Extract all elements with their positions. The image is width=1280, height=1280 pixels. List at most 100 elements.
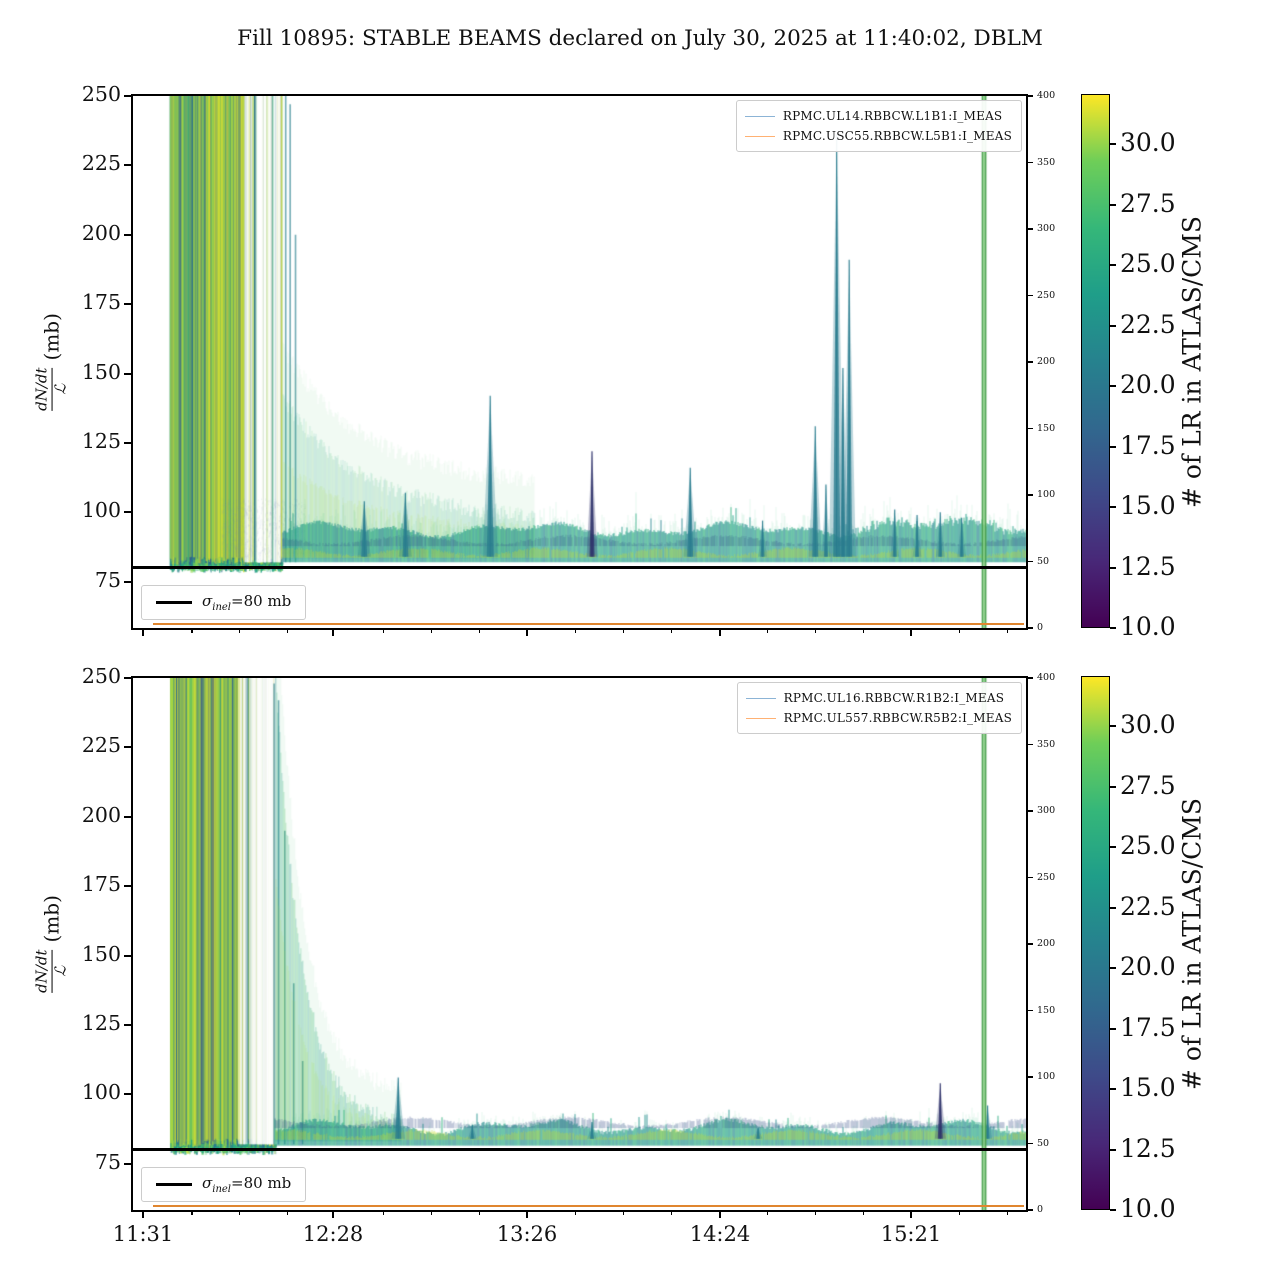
colorbar-tick-mark	[1110, 264, 1116, 267]
colorbar-tick-label: 27.5	[1120, 770, 1176, 800]
legend-entry: RPMC.USC55.RBBCW.L5B1:I_MEAS	[744, 126, 1012, 146]
x-minor-tick-mark	[430, 628, 433, 633]
count-tick-mark	[1028, 494, 1033, 496]
blm-rate-canvas-top	[133, 96, 1026, 628]
y-tick-label: 225	[81, 733, 121, 758]
colorbar-tick-label: 12.5	[1120, 551, 1176, 581]
count-tick-mark	[1028, 1009, 1033, 1012]
count-tick-label: 0	[1037, 622, 1044, 633]
x-minor-tick-mark	[238, 628, 241, 633]
count-tick-label: 350	[1037, 156, 1056, 168]
legend-line-sample	[745, 717, 776, 719]
x-minor-tick-mark	[622, 1210, 625, 1215]
y-tick-label: 75	[94, 567, 121, 592]
count-tick-label: 50	[1037, 1137, 1050, 1149]
count-tick-label: 250	[1037, 871, 1056, 883]
x-tick-label: 11:31	[112, 1222, 174, 1246]
colorbar-tick-label: 17.5	[1120, 430, 1176, 460]
colorbar-tick-mark	[1110, 143, 1116, 146]
x-minor-tick-mark	[382, 628, 385, 633]
x-minor-tick-mark	[766, 628, 769, 633]
count-tick-label: 100	[1037, 489, 1056, 500]
colorbar-tick-label: 10.0	[1120, 612, 1176, 641]
sigma-line-sample	[156, 601, 192, 604]
colorbar-tick-label: 25.0	[1120, 249, 1176, 279]
y-tick-mark	[124, 1093, 133, 1096]
colorbar-tick-mark	[1110, 1148, 1116, 1151]
y-axis-label: dN/dt ℒ (mb)	[32, 313, 70, 411]
x-minor-tick-mark	[958, 628, 961, 633]
count-tick-label: 200	[1037, 356, 1056, 367]
x-minor-tick-mark	[191, 628, 193, 633]
colorbar-gradient	[1081, 676, 1110, 1210]
y-tick-mark	[124, 441, 133, 444]
sigma-legend-box: σinel=80 mb	[141, 1167, 307, 1202]
y-tick-label: 200	[81, 802, 121, 827]
x-minor-tick-mark	[766, 1210, 769, 1215]
x-tick-mark	[142, 1210, 144, 1218]
y-tick-mark	[124, 164, 133, 167]
x-tick-mark	[909, 628, 912, 636]
x-tick-mark	[332, 628, 335, 636]
legend-label: RPMC.UL16.RBBCW.R1B2:I_MEAS	[783, 691, 1005, 705]
count-tick-mark	[1028, 560, 1033, 563]
count-tick-mark	[1028, 161, 1033, 164]
x-minor-tick-mark	[574, 1210, 577, 1215]
colorbar-tick-label: 30.0	[1120, 128, 1176, 158]
x-minor-tick-mark	[238, 1210, 241, 1215]
x-minor-tick-mark	[862, 1210, 865, 1215]
x-tick-mark	[718, 1210, 721, 1218]
y-tick-mark	[124, 954, 133, 957]
x-minor-tick-mark	[286, 628, 289, 633]
count-tick-mark	[1028, 1076, 1033, 1078]
sigma-legend-box: σinel=80 mb	[141, 585, 307, 620]
colorbar-tick-mark	[1110, 506, 1116, 509]
x-minor-tick-mark	[430, 1210, 433, 1215]
y-tick-label: 200	[81, 220, 121, 245]
y-tick-label: 125	[81, 1010, 121, 1035]
x-minor-tick-mark	[670, 1210, 673, 1215]
colorbar-tick-label: 15.0	[1120, 1073, 1176, 1103]
y-axis-label: dN/dt ℒ (mb)	[32, 895, 70, 993]
colorbar-tick-mark	[1110, 627, 1116, 629]
legend-entry: RPMC.UL16.RBBCW.R1B2:I_MEAS	[745, 688, 1012, 708]
count-tick-mark	[1028, 677, 1033, 679]
legend-line-sample	[744, 135, 775, 137]
sigma-threshold-line	[133, 566, 1026, 569]
count-tick-mark	[1028, 1209, 1033, 1211]
y-tick-label: 100	[81, 498, 121, 523]
count-tick-mark	[1028, 228, 1033, 230]
count-tick-mark	[1028, 876, 1033, 879]
colorbar-gradient	[1081, 94, 1110, 628]
y-tick-label: 100	[81, 1080, 121, 1105]
colorbar-tick-mark	[1110, 1027, 1116, 1030]
legend-entry: RPMC.UL557.RBBCW.R5B2:I_MEAS	[745, 708, 1012, 728]
count-tick-label: 400	[1037, 90, 1056, 101]
count-tick-mark	[1028, 427, 1033, 430]
colorbar-tick-mark	[1110, 725, 1116, 728]
count-tick-mark	[1028, 810, 1033, 812]
y-tick-mark	[124, 580, 133, 583]
colorbar-tick-mark	[1110, 203, 1116, 206]
y-tick-mark	[124, 95, 133, 97]
colorbar-tick-mark	[1110, 967, 1116, 970]
x-minor-tick-mark	[670, 628, 673, 633]
count-tick-mark	[1028, 95, 1033, 97]
x-minor-tick-mark	[382, 1210, 385, 1215]
y-tick-label: 250	[81, 82, 121, 106]
y-tick-mark	[124, 303, 133, 306]
count-tick-label: 150	[1037, 422, 1056, 434]
legend-entry: RPMC.UL14.RBBCW.L1B1:I_MEAS	[744, 106, 1012, 126]
colorbar-tick-mark	[1110, 445, 1116, 448]
x-minor-tick-mark	[478, 1210, 481, 1215]
x-minor-tick-mark	[191, 1210, 193, 1215]
count-tick-label: 50	[1037, 555, 1050, 567]
y-tick-mark	[124, 372, 133, 375]
count-tick-label: 150	[1037, 1004, 1056, 1016]
count-tick-mark	[1028, 361, 1033, 363]
colorbar-tick-label: 22.5	[1120, 891, 1176, 921]
baseline-series-line	[153, 1205, 1024, 1207]
x-tick-mark	[332, 1210, 335, 1218]
legend-label: RPMC.UL557.RBBCW.R5B2:I_MEAS	[783, 711, 1012, 725]
colorbar-tick-label: 10.0	[1120, 1194, 1176, 1223]
